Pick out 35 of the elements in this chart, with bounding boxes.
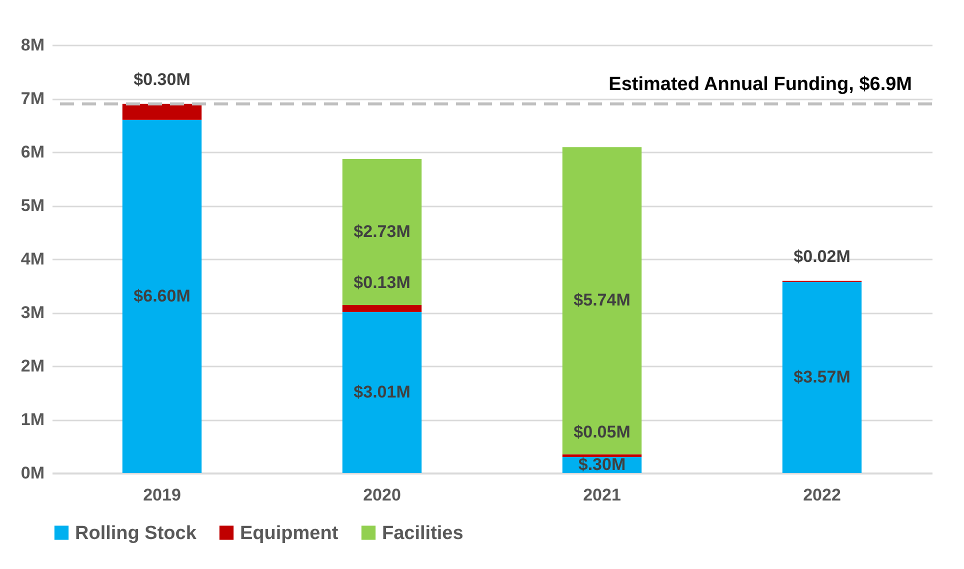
data-label: $0.30M (134, 70, 190, 89)
data-label: $3.57M (794, 368, 850, 387)
bar (562, 147, 642, 454)
y-tick-label: 2M (20, 356, 44, 376)
x-tick-label: 2020 (363, 486, 401, 504)
legend-label: Equipment (240, 522, 339, 544)
legend-label: Facilities (382, 522, 464, 544)
y-tick-label: 0M (20, 464, 44, 482)
x-tick-label: 2019 (143, 486, 181, 504)
data-label: $6.60M (134, 286, 190, 306)
data-label: $3.01M (354, 382, 410, 402)
data-label: $0.02M (794, 246, 850, 266)
bar (342, 158, 422, 306)
y-tick-label: 6M (20, 142, 44, 162)
y-tick-label: 5M (20, 196, 44, 215)
bar (782, 282, 862, 473)
data-label: $2.73M (354, 222, 410, 241)
data-label: $5.74M (574, 290, 630, 310)
y-tick-label: 7M (20, 89, 44, 108)
bar (342, 305, 422, 312)
y-tick-label: 3M (20, 303, 44, 322)
y-tick-label: 4M (20, 250, 44, 268)
x-tick-label: 2022 (803, 486, 841, 504)
data-label: $0.05M (574, 422, 630, 442)
x-tick-label: 2021 (583, 486, 621, 504)
data-label: $0.13M (354, 273, 410, 292)
bar (342, 312, 422, 473)
y-tick-label: 1M (20, 410, 44, 429)
legend-label: Rolling Stock (75, 522, 197, 544)
bar (122, 120, 202, 473)
bar (122, 104, 202, 120)
ref-line-label: Estimated Annual Funding, $6.9M (608, 74, 912, 95)
data-label: $.30M (578, 454, 626, 474)
bar (562, 454, 642, 457)
y-tick-label: 8M (20, 36, 44, 54)
